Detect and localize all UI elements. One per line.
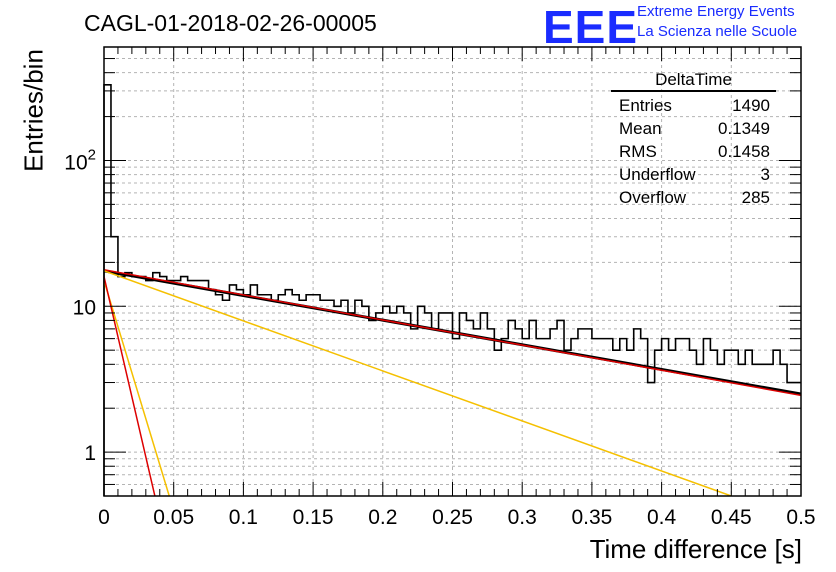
fit-lines [104,269,801,496]
stats-value: 0.1458 [718,142,770,161]
stats-value: 1490 [732,96,770,115]
x-tick-label: 0.15 [293,506,334,529]
stats-row-mean: Mean 0.1349 [611,117,776,140]
stats-label: Underflow [619,165,696,184]
axis-ticks [103,46,802,497]
logo-line-2: La Scienza nelle Scuole [637,23,798,40]
y-tick-label: 10 [73,296,96,319]
stats-label: Mean [619,119,662,138]
fit-line-2 [104,270,732,496]
tick-labels: 0 0.05 0.1 0.15 0.2 0.25 0.3 0.35 0.4 0.45 0.5 1 10 1… [64,146,815,529]
fit-line-3 [104,280,170,496]
fit-line-1 [104,269,801,397]
x-tick-label: 0.1 [229,506,258,529]
plot-title: CAGL-01-2018-02-26-00005 [84,10,377,36]
fit-line-4 [104,276,156,496]
x-tick-label: 0.25 [432,506,473,529]
x-tick-label: 0.45 [711,506,752,529]
y-tick-label: 1 [84,442,96,465]
stats-label: Overflow [619,188,687,207]
stats-label: RMS [619,142,657,161]
x-tick-label: 0.5 [786,506,815,529]
x-axis-label: Time difference [s] [589,534,802,564]
stats-label: Entries [619,96,672,115]
x-tick-label: 0.2 [368,506,397,529]
x-tick-label: 0.35 [571,506,612,529]
stats-title: DeltaTime [611,70,776,92]
stats-box: DeltaTime Entries 1490 Mean 0.1349 RMS 0… [611,70,776,209]
stats-row-overflow: Overflow 285 [611,186,776,209]
histogram-outline [103,84,801,496]
y-tick-label: 102 [64,146,96,174]
stats-row-rms: RMS 0.1458 [611,140,776,163]
x-tick-label: 0.05 [153,506,194,529]
stats-value: 0.1349 [718,119,770,138]
stats-row-entries: Entries 1490 [611,94,776,117]
stats-row-underflow: Underflow 3 [611,163,776,186]
y-axis-label: Entries/bin [18,49,49,172]
stats-value: 285 [741,188,770,207]
x-tick-label: 0.4 [647,506,677,529]
x-tick-label: 0 [98,506,110,529]
histogram-bins [103,84,801,496]
logo-line-1: Extreme Energy Events [637,3,795,20]
stats-value: 3 [760,165,770,184]
x-tick-label: 0.3 [508,506,537,529]
eee-logo: EEE [543,1,639,53]
